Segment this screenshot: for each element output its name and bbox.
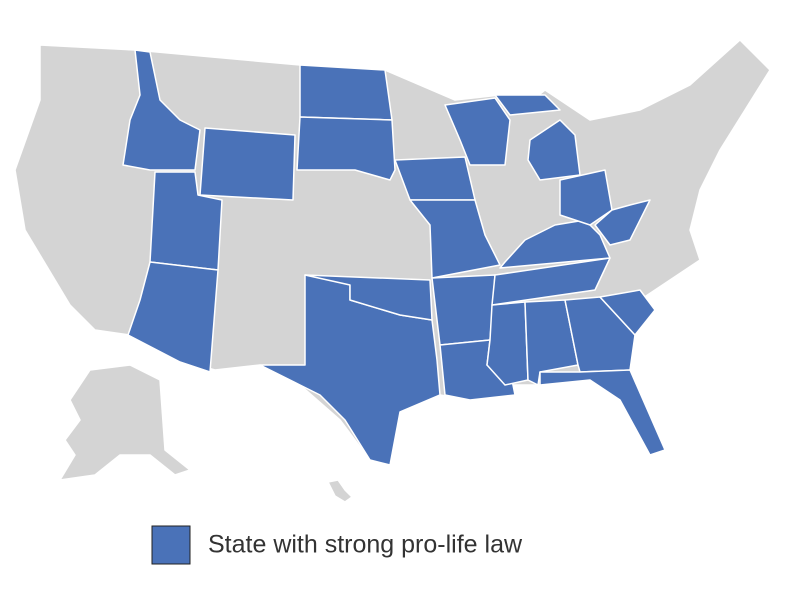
state xyxy=(444,97,511,166)
legend-swatch xyxy=(151,525,191,565)
legend: State with strong pro-life law xyxy=(151,525,523,565)
state xyxy=(499,219,611,269)
alaska xyxy=(59,364,191,481)
state xyxy=(122,49,201,171)
legend-label: State with strong pro-life law xyxy=(208,531,523,559)
state xyxy=(494,94,561,116)
state xyxy=(527,119,581,181)
state xyxy=(304,274,433,321)
state xyxy=(599,289,656,336)
hawaii xyxy=(327,479,353,503)
state xyxy=(539,369,666,456)
state xyxy=(491,257,611,306)
state xyxy=(299,64,393,121)
state xyxy=(199,127,296,201)
state xyxy=(431,274,496,346)
highlighted-states xyxy=(122,49,666,466)
state xyxy=(486,301,529,386)
state xyxy=(594,199,651,246)
state xyxy=(409,199,501,279)
state xyxy=(127,261,219,373)
state xyxy=(394,156,476,201)
state xyxy=(296,116,396,181)
state xyxy=(559,169,613,226)
